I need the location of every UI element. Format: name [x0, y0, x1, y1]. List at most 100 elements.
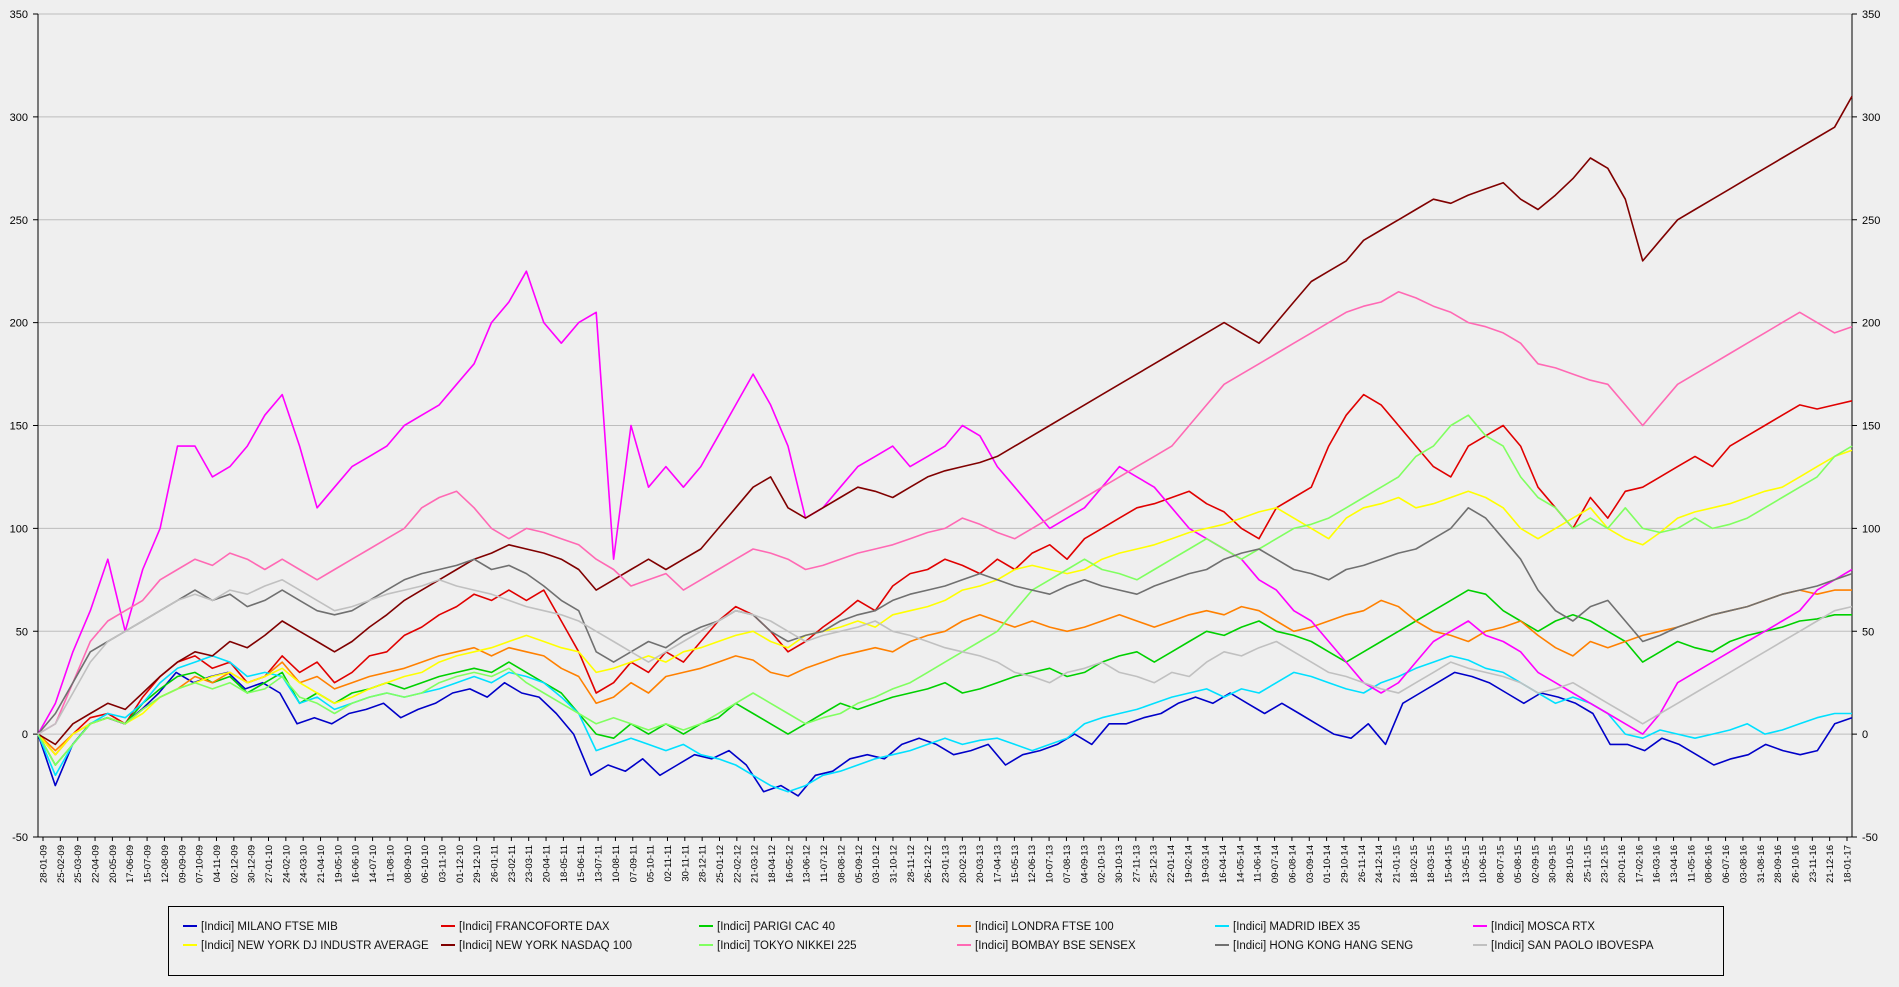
x-tick-label: 17-02-16	[1634, 845, 1645, 883]
x-tick-label: 26-01-11	[490, 845, 501, 882]
x-tick-label: 19-03-14	[1201, 845, 1212, 883]
x-tick-label: 02-10-13	[1097, 845, 1108, 883]
x-tick-label: 02-12-09	[229, 845, 240, 883]
x-tick-label: 03-08-16	[1738, 845, 1749, 883]
series-line-parigi-cac-40	[37, 589, 1852, 766]
legend: [Indici] MILANO FTSE MIB [Indici] FRANCOF…	[168, 906, 1724, 976]
x-tick-label: 20-05-09	[108, 845, 119, 883]
x-tick-label: 23-03-11	[524, 845, 535, 882]
x-tick-label: 11-06-14	[1253, 845, 1264, 882]
x-tick-label: 08-07-15	[1496, 845, 1507, 883]
x-tick-label: 12-06-13	[1027, 845, 1038, 883]
series-line-francoforte-dax	[37, 393, 1853, 756]
series-line-milano-ftse-mib	[37, 671, 1853, 797]
series-line-san-paolo-ibovespa	[37, 578, 1853, 735]
x-tick-label: 18-05-11	[559, 845, 570, 882]
x-tick-label: 25-01-12	[715, 845, 726, 883]
x-tick-label: 30-10-13	[1114, 845, 1125, 883]
x-tick-label: 20-02-13	[958, 845, 969, 883]
x-tick-label: 17-04-13	[993, 845, 1004, 883]
legend-label: [Indici] SAN PAOLO IBOVESPA	[1491, 940, 1654, 952]
x-tick-label: 21-01-15	[1392, 845, 1403, 883]
x-tick-label: 11-08-10	[385, 845, 396, 882]
x-tick-label: 13-04-16	[1669, 845, 1680, 883]
y-tick-label-left: 50	[16, 626, 28, 638]
x-tick-label: 24-02-10	[281, 845, 292, 883]
series-line-bombay-bse-sensex	[37, 290, 1853, 735]
legend-label: [Indici] MOSCA RTX	[1491, 921, 1595, 933]
legend-swatch	[441, 943, 455, 946]
y-tick-label-right: 300	[1862, 112, 1880, 124]
series-lines	[37, 95, 1853, 797]
legend-item: [Indici] SAN PAOLO IBOVESPA	[1473, 937, 1654, 955]
y-tick-label-right: 50	[1862, 626, 1874, 638]
x-tick-label: 24-03-10	[299, 845, 310, 883]
x-axis-ticks: 28-01-09 25-02-09 25-03-09 22-04-09 20-05-09…	[39, 837, 1854, 883]
y-axis-right-ticks: -50 0 50 100 150 200 250 300 350	[1852, 9, 1880, 844]
y-tick-label-left: 250	[10, 215, 28, 227]
y-axis-left-ticks: -50 0 50 100 150 200 250 300 350	[10, 9, 38, 844]
x-tick-label: 15-06-11	[576, 845, 587, 882]
x-tick-label: 21-03-12	[750, 845, 761, 883]
legend-swatch	[1215, 924, 1229, 927]
x-tick-label: 13-05-15	[1461, 845, 1472, 883]
x-tick-label: 04-11-09	[212, 845, 223, 882]
x-tick-label: 28-10-15	[1565, 845, 1576, 883]
legend-item: [Indici] HONG KONG HANG SENG	[1215, 937, 1413, 955]
x-tick-label: 06-07-16	[1721, 845, 1732, 883]
x-tick-label: 26-11-14	[1357, 845, 1368, 882]
x-tick-label: 01-12-10	[455, 845, 466, 883]
x-tick-label: 08-06-16	[1704, 845, 1715, 883]
x-tick-label: 15-05-13	[1010, 845, 1021, 883]
x-tick-label: 25-03-09	[73, 845, 84, 883]
legend-item: [Indici] LONDRA FTSE 100	[957, 918, 1114, 936]
x-tick-label: 24-12-14	[1374, 845, 1385, 883]
legend-label: [Indici] FRANCOFORTE DAX	[459, 921, 610, 933]
x-tick-label: 14-07-10	[368, 845, 379, 883]
x-tick-label: 19-05-10	[333, 845, 344, 883]
legend-item: [Indici] MOSCA RTX	[1473, 918, 1595, 936]
y-tick-label-left: 100	[10, 523, 28, 535]
legend-item: [Indici] NEW YORK NASDAQ 100	[441, 937, 632, 955]
x-tick-label: 16-03-16	[1652, 845, 1663, 883]
legend-swatch	[183, 924, 197, 927]
series-line-tokyo-nikkei-225	[37, 414, 1853, 766]
series-line-new-york-nasdaq-100	[37, 95, 1853, 746]
x-tick-label: 22-04-09	[91, 845, 102, 883]
x-tick-label: 30-12-09	[247, 845, 258, 883]
x-tick-label: 18-03-15	[1426, 845, 1437, 883]
x-tick-label: 31-08-16	[1756, 845, 1767, 883]
x-tick-label: 11-07-12	[819, 845, 830, 882]
x-tick-label: 23-11-16	[1808, 845, 1819, 882]
x-tick-label: 31-10-12	[888, 845, 899, 883]
legend-label: [Indici] MADRID IBEX 35	[1233, 921, 1361, 933]
x-tick-label: 15-07-09	[143, 845, 154, 883]
legend-item: [Indici] FRANCOFORTE DAX	[441, 918, 610, 936]
x-tick-label: 18-01-17	[1843, 845, 1854, 883]
y-tick-label-right: 100	[1862, 523, 1880, 535]
y-tick-label-right: 250	[1862, 215, 1880, 227]
legend-item: [Indici] TOKYO NIKKEI 225	[699, 937, 857, 955]
x-tick-label: 28-09-16	[1773, 845, 1784, 883]
x-tick-label: 21-04-10	[316, 845, 327, 883]
x-tick-label: 18-02-15	[1409, 845, 1420, 883]
legend-item: [Indici] PARIGI CAC 40	[699, 918, 835, 936]
x-tick-label: 26-12-12	[923, 845, 934, 883]
x-tick-label: 07-08-13	[1062, 845, 1073, 883]
x-tick-label: 02-09-15	[1530, 845, 1541, 883]
legend-item: [Indici] MADRID IBEX 35	[1215, 918, 1360, 936]
series-line-londra-ftse-100	[37, 589, 1852, 752]
series-line-new-york-dj-industr-average	[37, 449, 1853, 756]
x-tick-label: 06-10-10	[420, 845, 431, 883]
x-tick-label: 03-11-10	[437, 845, 448, 882]
x-tick-label: 25-12-13	[1149, 845, 1160, 883]
x-tick-label: 16-06-10	[351, 845, 362, 883]
y-tick-label-left: 300	[10, 112, 28, 124]
legend-label: [Indici] LONDRA FTSE 100	[975, 921, 1114, 933]
x-tick-label: 10-06-15	[1478, 845, 1489, 883]
legend-item: [Indici] BOMBAY BSE SENSEX	[957, 937, 1136, 955]
x-tick-label: 26-10-16	[1790, 845, 1801, 883]
x-tick-label: 08-09-10	[403, 845, 414, 883]
x-tick-label: 20-03-13	[975, 845, 986, 883]
